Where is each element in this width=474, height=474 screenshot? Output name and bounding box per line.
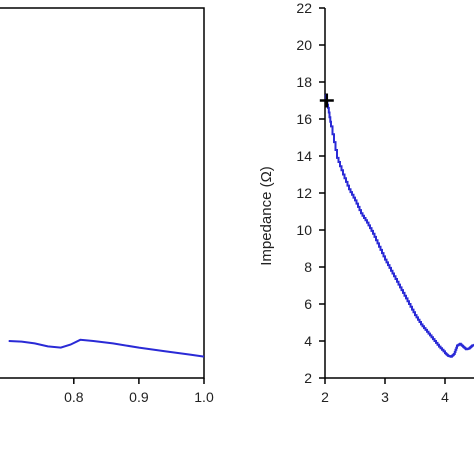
right-y-tick-label: 22: [296, 0, 312, 16]
right-x-tick-label: 2: [321, 389, 329, 405]
right-y-tick-label: 18: [296, 74, 312, 90]
right-y-tick-label: 12: [296, 185, 312, 201]
left-series-line: [8, 338, 205, 358]
right-y-tick-label: 16: [296, 111, 312, 127]
left-series-group: [8, 338, 205, 358]
left-x-tick-label: 1.0: [194, 389, 214, 405]
left-plot-frame: [0, 7, 205, 379]
right-x-tick-label: 3: [381, 389, 389, 405]
right-x-ticks: 2 3 4: [321, 378, 449, 405]
left-x-tick-label: 0.9: [129, 389, 149, 405]
left-chart: 0.8 0.9 1.0: [0, 7, 214, 405]
right-y-ticks: 2 4 6 8 10 12 14 16 18 20 22: [296, 0, 325, 386]
right-series-group: [324, 93, 474, 358]
right-marker-group: [319, 93, 334, 108]
right-y-tick-label: 14: [296, 148, 312, 164]
right-chart: 2 4 6 8 10 12 14 16 18 20 22 2 3 4 Impedance (Ω): [258, 0, 474, 405]
left-x-tick-label: 0.8: [64, 389, 84, 405]
right-y-tick-label: 10: [296, 222, 312, 238]
right-y-tick-label: 6: [304, 296, 312, 312]
right-x-tick-label: 4: [441, 389, 449, 405]
right-y-tick-label: 2: [304, 370, 312, 386]
right-y-tick-label: 20: [296, 37, 312, 53]
right-y-tick-label: 8: [304, 259, 312, 275]
left-x-ticks: 0.8 0.9 1.0: [64, 378, 214, 405]
right-y-tick-label: 4: [304, 333, 312, 349]
right-series-line: [324, 93, 474, 358]
right-y-axis-label: Impedance (Ω): [258, 166, 275, 266]
